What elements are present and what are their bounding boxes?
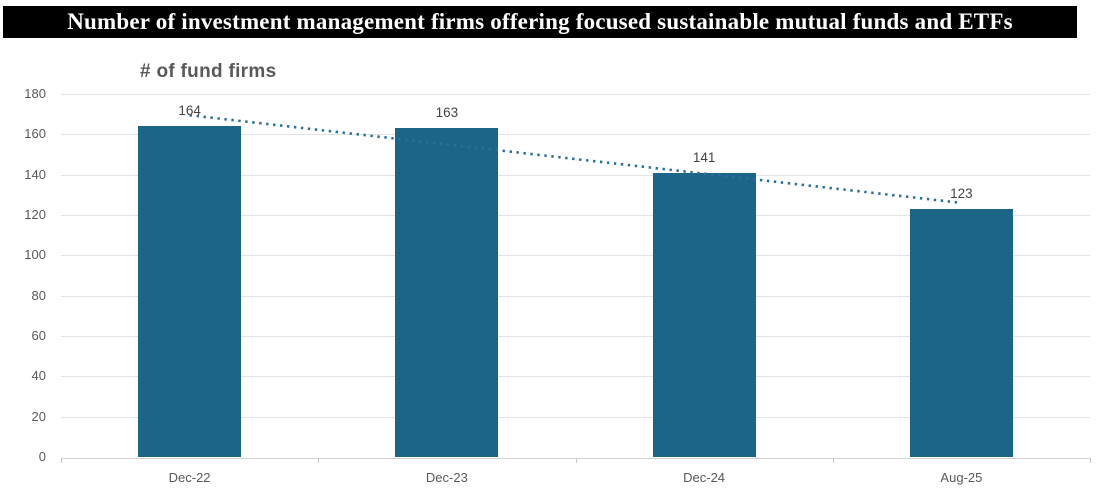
x-axis-tick	[318, 458, 320, 463]
bar-dec-22	[138, 126, 242, 457]
bar-aug-25	[909, 209, 1013, 457]
gridline-80	[61, 295, 1090, 297]
y-axis-label-0: 0	[38, 449, 46, 464]
y-axis-label-180: 180	[24, 86, 46, 101]
gridline-180	[61, 94, 1090, 95]
gridline-160	[61, 134, 1090, 136]
y-axis-label-60: 60	[31, 328, 46, 343]
y-axis-label-160: 160	[24, 126, 46, 142]
gridline-60	[61, 336, 1090, 337]
chart-title: # of fund firms	[140, 61, 277, 82]
y-axis-label-120: 120	[24, 207, 46, 222]
x-axis-label-dec-23: Dec-23	[425, 470, 468, 485]
banner: Number of investment management firms of…	[3, 6, 1077, 38]
data-label-dec-23: 163	[435, 105, 459, 121]
y-axis-label-100: 100	[24, 247, 46, 263]
banner-title: Number of investment management firms of…	[67, 9, 1013, 34]
x-axis-tick	[575, 458, 577, 463]
data-label-dec-24: 141	[692, 149, 716, 165]
x-axis-tick	[832, 458, 834, 463]
y-axis-label-40: 40	[31, 368, 46, 384]
y-axis-label-140: 140	[24, 166, 46, 182]
x-axis-tick	[61, 458, 62, 463]
gridline-20	[61, 416, 1090, 418]
data-label-aug-25: 123	[950, 186, 973, 201]
y-axis-label-20: 20	[31, 408, 46, 424]
gridline-100	[61, 255, 1090, 257]
gridline-40	[61, 376, 1090, 378]
x-axis-label-dec-22: Dec-22	[168, 470, 211, 485]
data-label-dec-22: 164	[178, 103, 201, 119]
x-axis-label-aug-25: Aug-25	[940, 470, 983, 485]
bar-dec-23	[395, 128, 499, 457]
bar-dec-24	[652, 172, 756, 457]
x-axis-tick	[1090, 458, 1091, 463]
x-axis-label-dec-24: Dec-24	[683, 470, 726, 485]
y-axis-label-80: 80	[31, 287, 46, 303]
gridline-120	[61, 215, 1090, 216]
trendline	[189, 113, 962, 205]
gridline-140	[61, 174, 1090, 176]
